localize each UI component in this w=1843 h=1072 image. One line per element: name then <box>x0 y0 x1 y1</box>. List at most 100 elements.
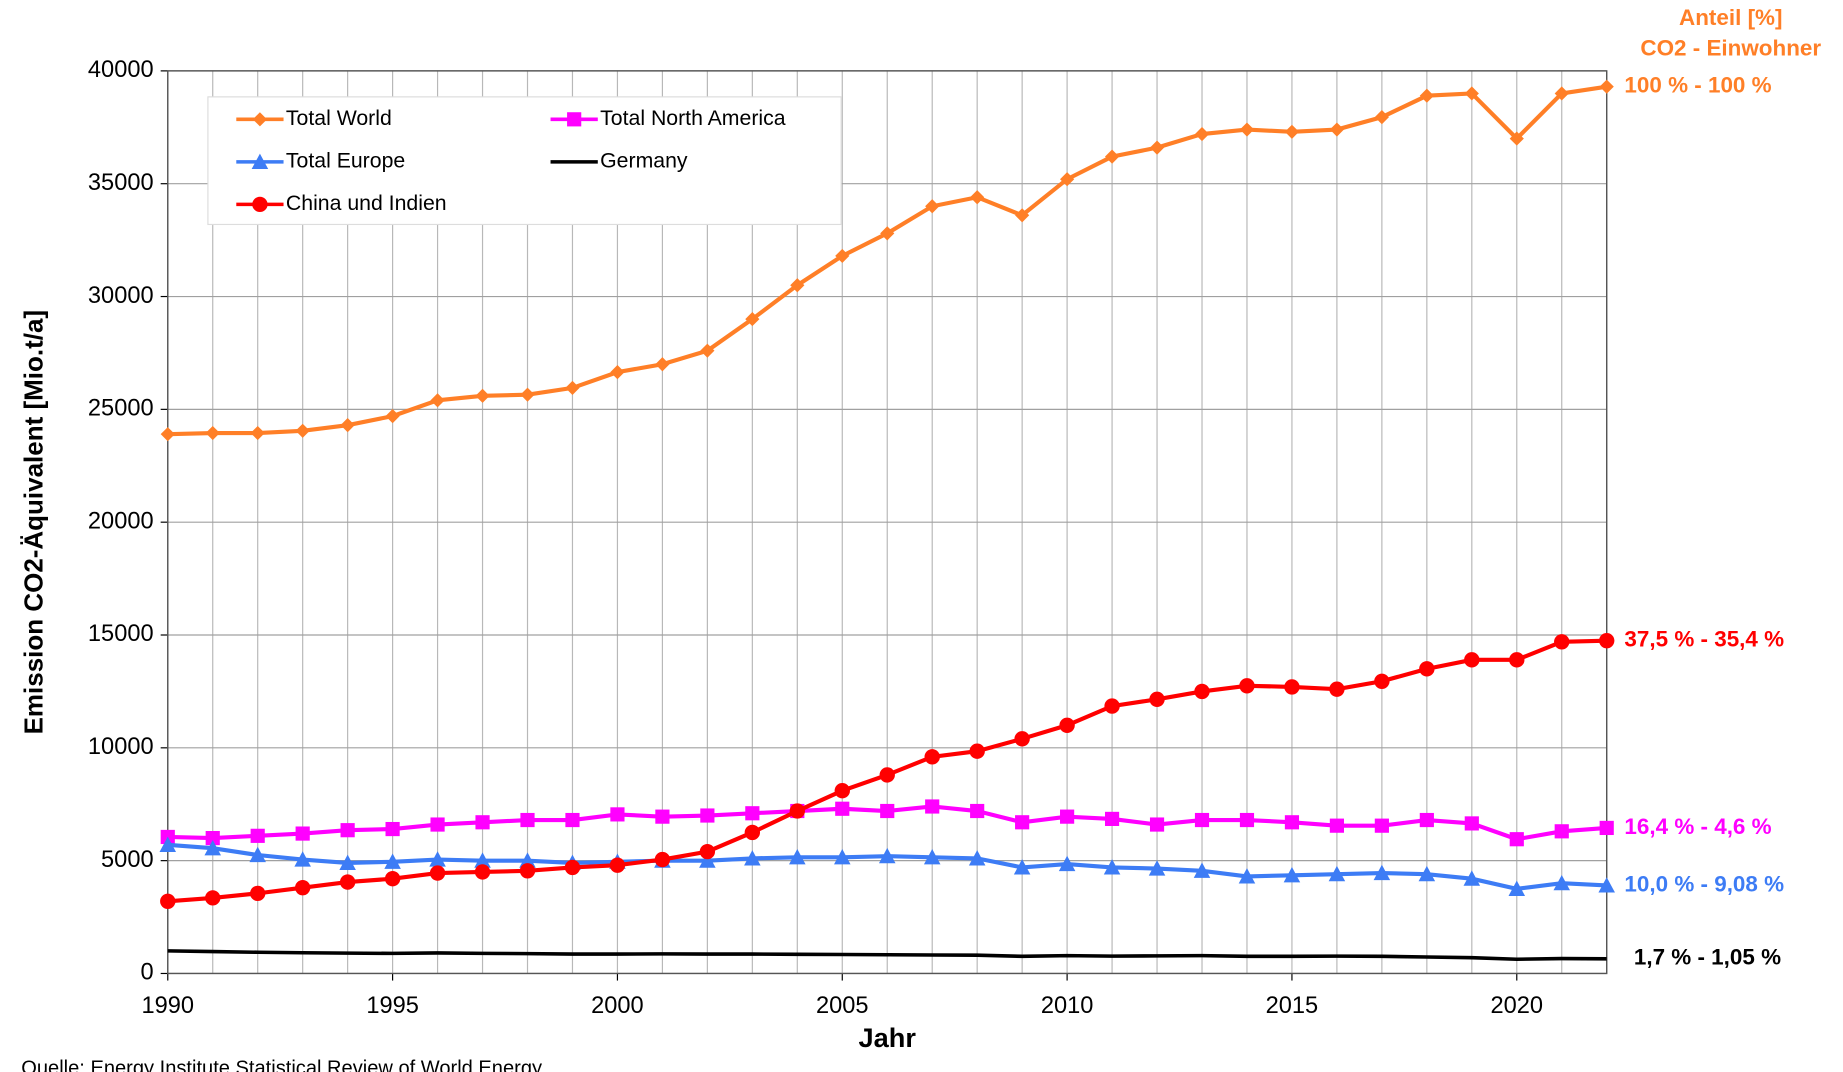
legend-label: Total World <box>286 106 392 130</box>
marker <box>1148 860 1166 876</box>
marker <box>520 387 535 402</box>
marker <box>1329 681 1345 697</box>
marker <box>159 836 177 852</box>
marker <box>1374 818 1389 833</box>
marker <box>1374 110 1389 125</box>
marker <box>1103 859 1121 875</box>
marker <box>924 749 940 765</box>
marker <box>475 815 490 830</box>
marker <box>969 743 985 759</box>
marker <box>1463 870 1481 886</box>
marker <box>1554 824 1569 839</box>
marker <box>1284 124 1300 139</box>
marker <box>1419 812 1434 828</box>
marker <box>699 843 716 860</box>
marker <box>385 409 400 424</box>
x-tick-label: 2020 <box>1491 993 1544 1019</box>
marker <box>1464 86 1479 101</box>
marker <box>1509 652 1525 668</box>
marker <box>295 423 310 438</box>
marker <box>1283 867 1301 883</box>
marker <box>1328 865 1346 882</box>
marker <box>1329 818 1344 833</box>
source: Quelle: Energy Institute Statistical Rev… <box>21 1057 542 1072</box>
y-tick-label: 10000 <box>88 734 154 760</box>
marker <box>430 817 445 832</box>
marker <box>655 809 670 824</box>
x-tick-label: 2000 <box>591 993 644 1019</box>
marker <box>1014 731 1030 747</box>
marker <box>1599 820 1614 836</box>
end-label: 100 % - 100 % <box>1624 73 1771 98</box>
legend-label: Total Europe <box>286 148 405 172</box>
marker <box>1554 634 1570 650</box>
marker <box>1013 859 1031 875</box>
x-tick-label: 2010 <box>1041 993 1094 1019</box>
legend-box <box>207 96 842 226</box>
marker <box>699 852 716 868</box>
marker <box>923 848 941 865</box>
right-header: CO2 - Einwohner <box>1640 36 1821 61</box>
marker <box>1059 717 1075 733</box>
y-tick-label: 5000 <box>101 847 154 873</box>
marker <box>834 783 850 799</box>
marker <box>519 863 536 879</box>
marker <box>1509 131 1524 146</box>
y-tick-label: 40000 <box>88 57 154 83</box>
y-tick-label: 25000 <box>88 396 154 422</box>
marker <box>744 850 761 866</box>
marker <box>609 857 626 873</box>
marker <box>745 312 760 327</box>
marker <box>744 824 761 841</box>
y-tick-label: 35000 <box>88 170 154 196</box>
x-tick-label: 2005 <box>816 993 869 1019</box>
marker <box>834 848 851 865</box>
marker <box>250 828 265 843</box>
marker <box>1149 817 1165 832</box>
marker <box>205 890 221 906</box>
marker <box>384 853 401 869</box>
marker <box>1238 868 1256 884</box>
x-tick-label: 1995 <box>366 993 419 1019</box>
legend-marker <box>252 196 268 213</box>
marker <box>700 343 715 358</box>
marker <box>880 803 895 819</box>
marker <box>520 812 535 828</box>
right-header: Anteil [%] <box>1679 5 1782 30</box>
marker <box>295 826 310 841</box>
marker <box>1419 88 1434 103</box>
legend-label: China und Indien <box>286 191 447 215</box>
legend-marker <box>252 112 268 127</box>
marker <box>429 865 446 881</box>
marker <box>1149 140 1165 155</box>
marker <box>430 393 445 408</box>
marker <box>1599 632 1615 649</box>
marker <box>1373 864 1391 881</box>
marker <box>1194 683 1210 700</box>
marker <box>789 803 805 819</box>
marker <box>564 859 581 876</box>
marker <box>474 864 491 880</box>
marker <box>1284 815 1300 830</box>
legend-marker <box>251 153 269 169</box>
marker <box>1239 812 1255 828</box>
x-tick-label: 2015 <box>1266 993 1319 1019</box>
end-label: 16,4 % - 4,6 % <box>1624 814 1771 839</box>
marker <box>475 388 490 403</box>
marker <box>970 803 985 819</box>
y-axis-label: Emission CO2-Äquivalent [Mio.t/a] <box>18 310 48 734</box>
end-label: 37,5 % - 35,4 % <box>1624 627 1784 652</box>
marker <box>385 821 400 837</box>
legend-label: Germany <box>600 148 688 172</box>
marker <box>1418 865 1436 882</box>
end-label: 10,0 % - 9,08 % <box>1624 871 1784 896</box>
marker <box>789 848 806 865</box>
marker <box>339 874 356 890</box>
marker <box>925 799 940 814</box>
marker <box>1015 815 1030 830</box>
marker <box>1060 172 1075 187</box>
marker <box>1508 880 1526 896</box>
plot-border <box>167 70 1608 975</box>
